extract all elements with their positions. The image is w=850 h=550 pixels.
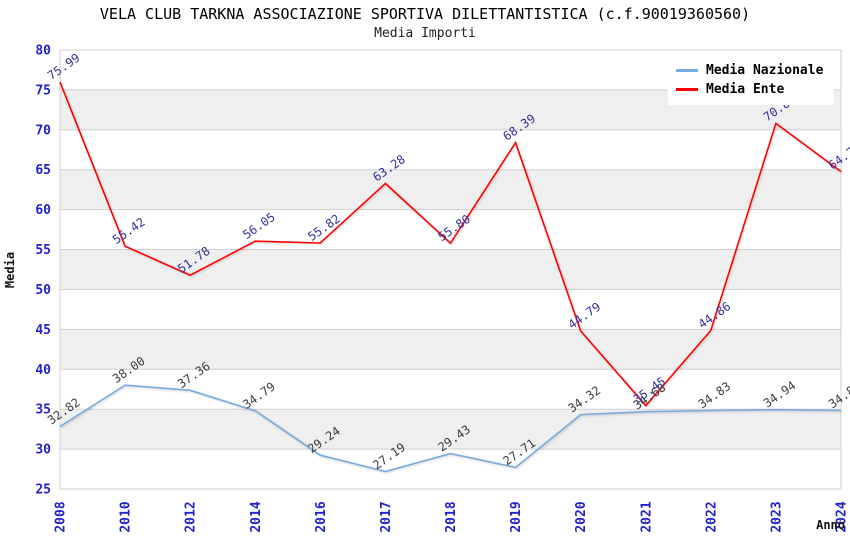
legend-line-swatch-nazionale bbox=[676, 69, 698, 72]
svg-text:80: 80 bbox=[35, 44, 51, 59]
svg-text:56.05: 56.05 bbox=[240, 210, 278, 242]
svg-text:55: 55 bbox=[35, 243, 51, 258]
svg-text:30: 30 bbox=[35, 443, 51, 458]
svg-text:50: 50 bbox=[35, 283, 51, 298]
svg-text:2020: 2020 bbox=[574, 501, 589, 532]
legend-label-media-nazionale: Media Nazionale bbox=[706, 63, 824, 78]
chart-title: VELA CLUB TARKNA ASSOCIAZIONE SPORTIVA D… bbox=[99, 5, 751, 23]
svg-text:44.86: 44.86 bbox=[696, 299, 734, 331]
svg-text:34.94: 34.94 bbox=[761, 378, 799, 410]
svg-text:2021: 2021 bbox=[639, 501, 654, 532]
svg-text:2014: 2014 bbox=[249, 501, 264, 532]
legend-line-swatch-ente bbox=[676, 88, 698, 91]
svg-text:Media: Media bbox=[3, 252, 17, 288]
svg-text:75: 75 bbox=[35, 83, 51, 98]
svg-text:2012: 2012 bbox=[184, 501, 199, 532]
svg-text:2024: 2024 bbox=[835, 501, 850, 532]
svg-text:45: 45 bbox=[35, 323, 51, 338]
svg-text:2016: 2016 bbox=[314, 501, 329, 532]
svg-text:34.79: 34.79 bbox=[240, 380, 278, 412]
svg-text:Anno: Anno bbox=[816, 518, 845, 532]
chart-subtitle: Media Importi bbox=[374, 26, 476, 41]
svg-text:2008: 2008 bbox=[54, 501, 69, 532]
svg-text:2018: 2018 bbox=[444, 501, 459, 532]
svg-text:25: 25 bbox=[35, 483, 51, 498]
svg-text:2017: 2017 bbox=[379, 501, 394, 532]
legend: Media Nazionale Media Ente bbox=[668, 55, 834, 105]
svg-text:35: 35 bbox=[35, 403, 51, 418]
svg-text:34.83: 34.83 bbox=[696, 379, 734, 411]
svg-text:2010: 2010 bbox=[119, 501, 134, 532]
svg-text:40: 40 bbox=[35, 363, 51, 378]
svg-text:55.42: 55.42 bbox=[110, 215, 148, 247]
svg-text:34.83: 34.83 bbox=[826, 379, 850, 411]
legend-label-media-ente: Media Ente bbox=[706, 82, 785, 97]
svg-text:2019: 2019 bbox=[509, 501, 524, 532]
svg-text:70: 70 bbox=[35, 123, 51, 138]
svg-text:2022: 2022 bbox=[704, 501, 719, 532]
svg-text:2023: 2023 bbox=[769, 501, 784, 532]
legend-item-media-ente: Media Ente bbox=[672, 80, 830, 99]
svg-text:55.80: 55.80 bbox=[435, 212, 473, 244]
svg-text:64.76: 64.76 bbox=[826, 140, 850, 172]
legend-item-media-nazionale: Media Nazionale bbox=[672, 61, 830, 80]
svg-text:65: 65 bbox=[35, 163, 51, 178]
svg-text:60: 60 bbox=[35, 203, 51, 218]
